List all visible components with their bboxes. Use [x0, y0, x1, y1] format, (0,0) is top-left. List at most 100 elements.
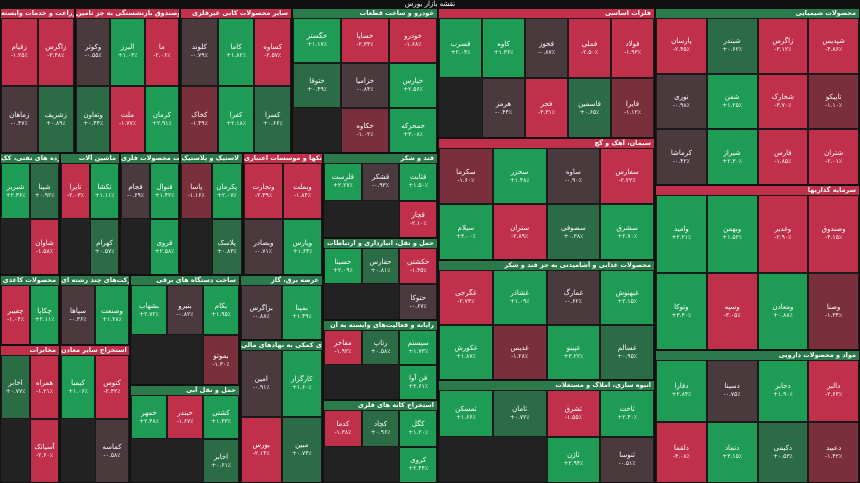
stock-symbol: غمارگ — [563, 289, 584, 297]
stock-tile: فسرب +۲.۰۴٪ — [439, 18, 482, 78]
sector-title: مخابرات — [1, 346, 59, 355]
map-title: نقشه بازار بورس — [0, 0, 860, 8]
stock-change: -۱.۵۵٪ — [564, 413, 582, 421]
sector: زراعت و خدمات وابسته زاگرس -۳.۴۸٪ زقیام -۱.۲… — [0, 8, 75, 153]
stock-tile: سشرق +۲.۷۰٪ — [600, 204, 654, 259]
stock-change: +۱.۸۷٪ — [455, 353, 476, 360]
stock-change: -۳.۱۲٪ — [774, 46, 792, 54]
stock-tile: غکورش +۱.۸۷٪ — [439, 325, 493, 379]
stock-tile: بکام +۱.۹۵٪ — [203, 285, 239, 335]
stock-symbol: قلرست — [331, 173, 354, 182]
stock-change: +۱.۲۵٪ — [722, 101, 743, 109]
tile-group: قثابت +۱.۵۰٪ قشکر -۰.۹۳٪ قلرست +۲.۲۷٪ قچار -۲.۱… — [324, 163, 437, 237]
stock-tile: زماهان -۰.۴۷٪ — [1, 85, 38, 152]
sector-title: سیمان، آهک و گچ — [439, 139, 654, 148]
stock-tile: ثامان +۰.۷۲٪ — [492, 390, 547, 437]
sector-title: رایانه و فعالیت‌های وابسته به آن — [324, 321, 437, 330]
stock-tile: قلرست +۲.۲۷٪ — [324, 163, 362, 201]
stock-tile: ثشرق -۱.۵۵٪ — [546, 390, 601, 437]
stock-tile: ستران -۲.۸۹٪ — [492, 204, 547, 259]
stock-change: -۱.۳۸٪ — [334, 428, 352, 436]
stock-tile: وسپه -۳.۰۵٪ — [706, 272, 758, 349]
stock-tile: فخوز -۰.۸۷٪ — [525, 18, 568, 78]
sector-title: استخراج سایر معادن — [61, 346, 129, 355]
stock-change: +۲.۰۴٪ — [450, 48, 471, 56]
stock-tile: دسینا -۰.۷۵٪ — [706, 360, 758, 422]
tile-group: خودرو -۱.۶۸٪ خساپا -۲.۳۳٪ خگستر +۱.۱۷٪ خپارس +۲… — [293, 18, 437, 152]
stock-change: -۰.۴۴٪ — [495, 108, 512, 116]
stock-change: +۰.۴۴٪ — [83, 119, 104, 127]
stock-tile: دعبید -۱.۴۲٪ — [808, 421, 859, 482]
stock-symbol: تکشا — [97, 182, 112, 191]
stock-symbol: فنوال — [156, 182, 173, 191]
stock-symbol: سشرق — [616, 223, 638, 232]
stock-tile: هرمز -۰.۴۴٪ — [482, 78, 525, 137]
stock-tile: غمارگ -۰.۶۲٪ — [546, 270, 601, 325]
stock-change: -۱.۰۲٪ — [356, 131, 374, 138]
stock-symbol: سیلام — [457, 223, 475, 232]
stock-change: +۱.۶۰٪ — [291, 383, 312, 391]
stock-tile: غشاذر +۱.۰۹٪ — [492, 270, 547, 325]
stock-tile: شاوان -۱.۵۸٪ — [30, 219, 59, 274]
stock-tile: بشهاب +۲.۷۲٪ — [131, 285, 167, 335]
tile-group: شپنا +۰.۹۲٪ شبریز +۲.۳۶٪ شاوان -۱.۵۸٪ — [1, 163, 59, 274]
stock-change: +۲.۱۸٪ — [226, 119, 246, 127]
stock-change: +۲.۲۱٪ — [671, 234, 692, 242]
stock-tile: کسرا +۰.۶۶٪ — [254, 85, 291, 152]
sector: استخراج سایر معادن کتوس -۲.۴۲٪ کیمیا +۱.۰۶٪ ک… — [60, 345, 130, 483]
stock-symbol: کاما — [230, 43, 242, 52]
stock-change: -۲.۰۱٪ — [825, 157, 843, 165]
stock-change: -۲.۷۳٪ — [457, 298, 475, 305]
stock-symbol: آسیاتک — [34, 442, 55, 451]
stock-change: +۲.۵۶٪ — [403, 86, 423, 93]
sector: ماشین آلات تکشا +۱.۱۱٪ تایرا -۲.۰۳٪ کهرام +۰.۵… — [60, 153, 120, 275]
stock-symbol: کگل — [411, 419, 425, 428]
stock-tile: حبندر -۱.۶۷٪ — [167, 395, 203, 439]
stock-symbol: غشاذر — [510, 289, 529, 297]
tile-group: کساوه -۲.۵۷٪ کاما +۱.۸۲٪ کلوند -۰.۷۹٪ کسرا +۰.۶… — [181, 18, 291, 152]
stock-tile: پکرمان +۲.۰۷٪ — [211, 163, 242, 219]
stock-change: +۳.۲۲٪ — [563, 353, 584, 360]
stock-change: -۲.۱۰٪ — [409, 219, 427, 227]
stock-symbol: دکیمی — [773, 443, 793, 452]
stock-change: -۰.۶۷٪ — [409, 302, 427, 310]
sector-title: زراعت و خدمات وابسته — [1, 9, 74, 18]
stock-tile: وصنا -۱.۳۴٪ — [808, 272, 859, 349]
stock-symbol: بمپنا — [295, 304, 308, 312]
stock-symbol: خساپا — [356, 32, 374, 40]
stock-tile: وامید +۲.۲۱٪ — [656, 195, 707, 273]
stock-symbol: ثاخت — [619, 404, 635, 413]
stock-tile: همراه -۱.۲۱٪ — [30, 355, 59, 419]
stock-tile: زاگرس -۳.۴۸٪ — [37, 18, 74, 86]
stock-tile: بزاگرس -۰.۸۸٪ — [241, 285, 282, 339]
sector: قند و شکر قثابت +۱.۵۰٪ قشکر -۰.۹۳٪ قلرست +۲.۲۷… — [323, 153, 438, 238]
stock-tile: دتماد +۳.۱۵٪ — [706, 421, 758, 482]
stock-change: +۱.۶۶٪ — [455, 413, 476, 421]
stock-change: +۲.۲۷٪ — [332, 182, 353, 190]
sector-title: خودرو و ساخت قطعات — [293, 9, 437, 18]
sector-title: لاستیک و پلاستیک — [181, 154, 242, 163]
stock-change: -۲.۸۹٪ — [511, 232, 529, 240]
stock-symbol: سصوفی — [561, 223, 586, 232]
sector: فعالیتهای کمکی به نهادهای مالیکارگزار+۱.… — [240, 340, 323, 483]
sector: حمل و نقل، انبارداری و ارتباطات حکشتی -۱.۴… — [323, 238, 438, 320]
stock-tile: کتوس -۲.۴۲٪ — [95, 355, 129, 419]
stock-tile: وتوکا +۳.۴۰٪ — [656, 272, 707, 349]
stock-symbol: کاوه — [497, 39, 510, 48]
stock-symbol: غبهنوش — [615, 289, 639, 297]
stock-tile: وپارس +۱.۶۴٪ — [283, 219, 322, 274]
stock-symbol: غسالم — [617, 344, 637, 352]
stock-symbol: ساوه — [565, 167, 581, 176]
tile-group: وصندوق -۴.۱۵٪ وغدیر -۲.۹۰٪ وبهمن +۱.۵۲٪ وامید +… — [656, 195, 859, 349]
stock-symbol: شپدیس — [822, 37, 845, 46]
stock-change: -۱.۵۸٪ — [36, 247, 53, 255]
stock-symbol: کتوس — [103, 378, 121, 387]
tile-group: دالبر -۲.۶۳٪ دجابر +۱.۹۰٪ دسینا -۰.۷۵٪ دفارا +۲… — [656, 360, 859, 482]
tile-group: حکشتی -۱.۴۵٪ حفارس +۰.۸۱٪ حسینا +۲.۰۹٪ حتوکا -۰… — [324, 248, 437, 319]
stock-symbol: دفارا — [674, 382, 689, 391]
stock-tile: خپارس +۲.۵۶٪ — [389, 63, 437, 108]
stock-symbol: وکوثر — [85, 43, 102, 52]
stock-tile: بمپنا +۱.۴۹٪ — [281, 285, 322, 339]
stock-symbol: وصندوق — [821, 225, 846, 234]
sector-title: ساخت دستگاه های برقی — [131, 276, 239, 285]
